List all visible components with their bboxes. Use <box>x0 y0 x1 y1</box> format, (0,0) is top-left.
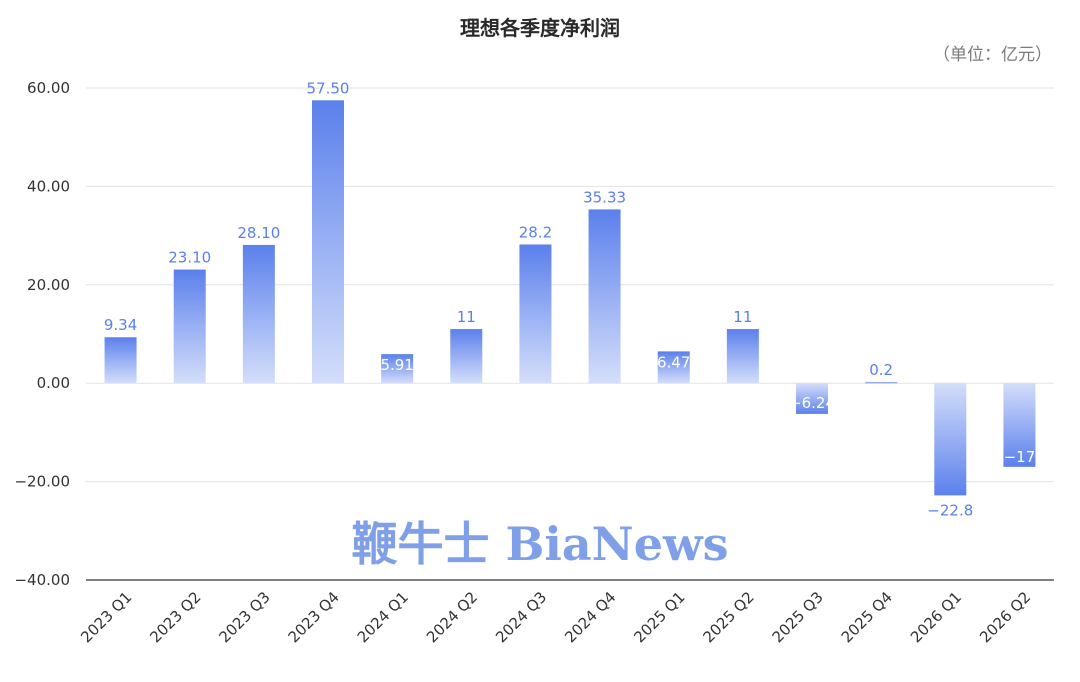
x-tick-label: 2026 Q2 <box>976 588 1034 646</box>
value-label: 11 <box>733 308 752 326</box>
unit-label: （单位：亿元） <box>933 45 1052 65</box>
x-tick-label: 2024 Q2 <box>423 588 481 646</box>
y-tick-label: 40.00 <box>27 177 70 195</box>
bar <box>173 269 206 384</box>
x-tick-label: 2023 Q2 <box>146 588 204 646</box>
x-tick-label: 2023 Q3 <box>215 588 273 646</box>
value-label: −22.8 <box>927 501 973 519</box>
y-tick-label: 0.00 <box>37 374 70 392</box>
bar <box>796 383 828 414</box>
x-tick-label: 2025 Q1 <box>630 588 688 646</box>
bar <box>934 383 967 496</box>
bar <box>588 209 621 384</box>
x-tick-label: 2024 Q4 <box>561 588 619 646</box>
value-label: 11 <box>457 308 476 326</box>
x-tick-label: 2023 Q1 <box>77 588 135 646</box>
value-label: 35.33 <box>583 188 626 206</box>
x-tick-label: 2025 Q4 <box>838 588 896 646</box>
value-label: 6.47 <box>657 353 690 371</box>
bar <box>450 329 483 384</box>
bar <box>381 354 414 384</box>
bar <box>726 329 759 384</box>
y-tick-label: 20.00 <box>27 276 70 294</box>
bar <box>1003 383 1036 467</box>
y-tick-label: 60.00 <box>27 79 70 97</box>
value-label: 23.10 <box>168 249 211 267</box>
x-tick-label: 2026 Q1 <box>907 588 965 646</box>
value-label: 28.2 <box>519 223 552 241</box>
value-label: −17 <box>1004 448 1036 466</box>
bar-layer <box>104 100 1036 496</box>
x-tick-label: 2025 Q2 <box>699 588 757 646</box>
value-label: 5.91 <box>380 356 413 374</box>
value-label: −6.24 <box>789 394 835 412</box>
value-label: 28.10 <box>237 224 280 242</box>
bar <box>657 351 690 384</box>
bar <box>242 244 275 384</box>
grid-layer <box>86 87 1054 581</box>
watermark-text: 鞭牛士 BiaNews <box>352 517 729 571</box>
bar <box>519 244 552 384</box>
value-label: 0.2 <box>869 361 893 379</box>
x-tick-label: 2024 Q3 <box>492 588 550 646</box>
y-tick-label: −40.00 <box>14 571 70 589</box>
x-tick-label: 2023 Q4 <box>285 588 343 646</box>
bar <box>312 100 344 384</box>
value-label: 57.50 <box>307 79 350 97</box>
value-label: 9.34 <box>104 316 137 334</box>
chart-title: 理想各季度净利润 <box>460 16 620 40</box>
y-tick-label: −20.00 <box>14 473 70 491</box>
bar <box>104 337 137 384</box>
x-tick-label: 2024 Q1 <box>354 588 412 646</box>
bar <box>865 382 898 384</box>
x-tick-label: 2025 Q3 <box>769 588 827 646</box>
